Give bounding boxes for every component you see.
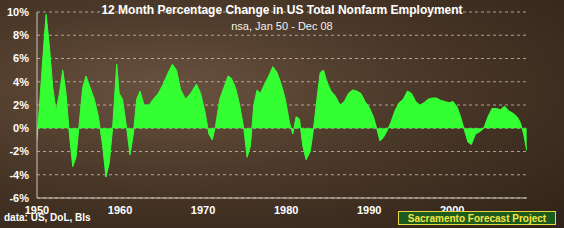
svg-text:2%: 2% — [13, 99, 29, 111]
svg-text:1970: 1970 — [191, 204, 215, 216]
svg-text:4%: 4% — [13, 76, 29, 88]
svg-text:1990: 1990 — [357, 204, 381, 216]
svg-text:10%: 10% — [8, 6, 29, 18]
svg-text:0%: 0% — [13, 122, 29, 134]
svg-text:1980: 1980 — [274, 204, 298, 216]
svg-text:-4%: -4% — [9, 169, 29, 181]
svg-text:6%: 6% — [13, 52, 29, 64]
svg-text:1960: 1960 — [108, 204, 132, 216]
svg-text:-6%: -6% — [9, 192, 29, 204]
svg-text:-2%: -2% — [9, 145, 29, 157]
svg-text:8%: 8% — [13, 29, 29, 41]
